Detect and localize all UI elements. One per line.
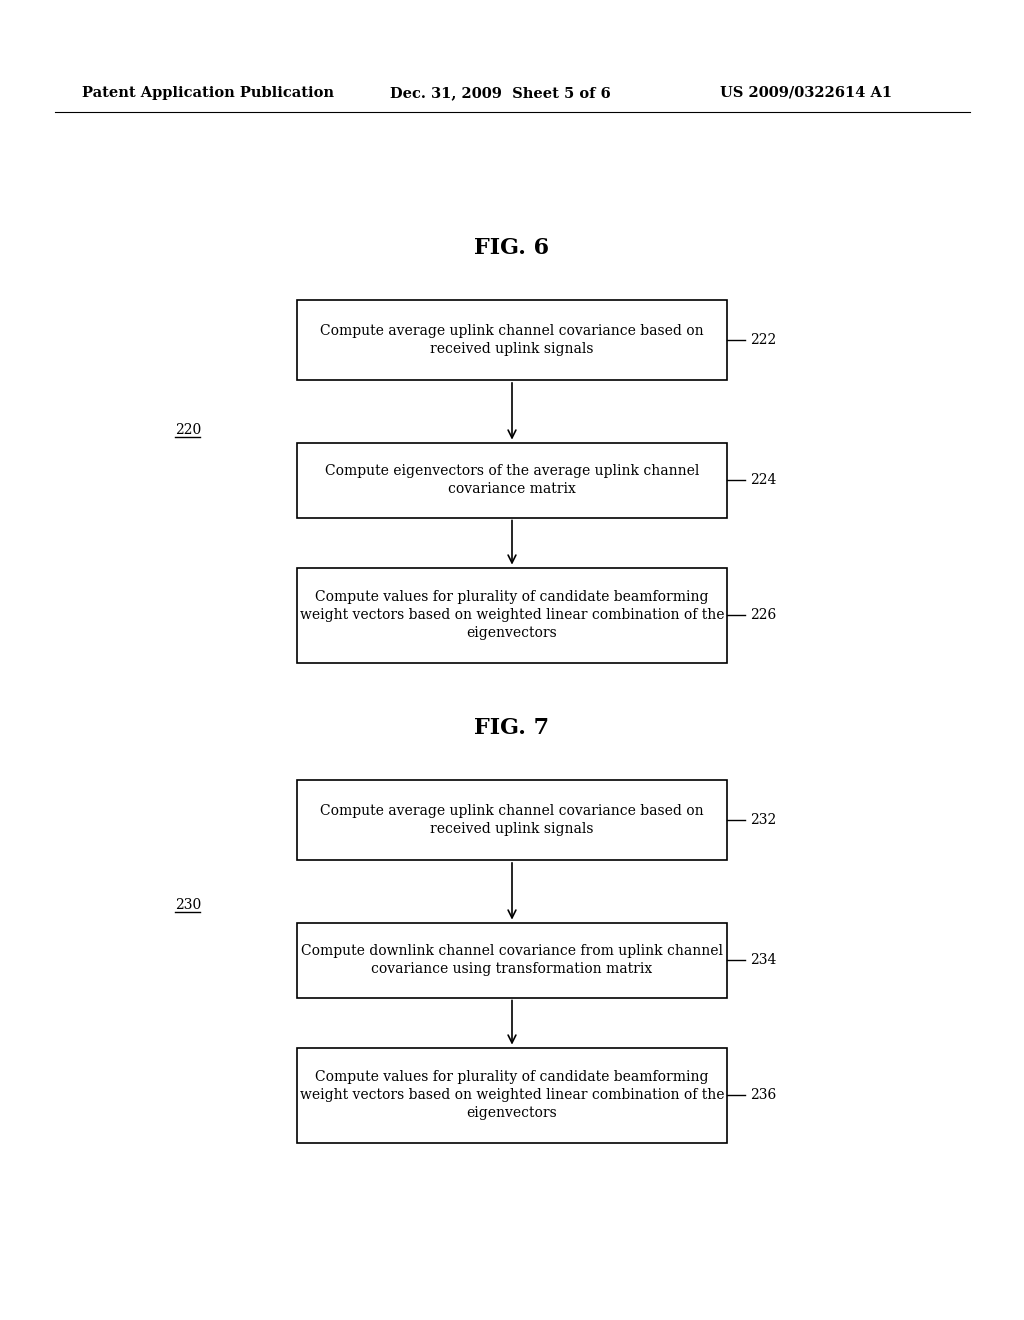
Text: 236: 236: [750, 1088, 776, 1102]
Text: 222: 222: [750, 333, 776, 347]
Text: Patent Application Publication: Patent Application Publication: [82, 86, 334, 100]
Bar: [297, 300, 727, 380]
Text: US 2009/0322614 A1: US 2009/0322614 A1: [720, 86, 892, 100]
Bar: [297, 568, 727, 663]
Text: 230: 230: [175, 898, 202, 912]
Text: 220: 220: [175, 422, 202, 437]
Bar: [297, 1048, 727, 1143]
Text: Compute values for plurality of candidate beamforming
weight vectors based on we: Compute values for plurality of candidat…: [300, 590, 724, 640]
Text: Compute eigenvectors of the average uplink channel
covariance matrix: Compute eigenvectors of the average upli…: [325, 463, 699, 496]
Text: FIG. 7: FIG. 7: [474, 717, 550, 739]
Text: Compute values for plurality of candidate beamforming
weight vectors based on we: Compute values for plurality of candidat…: [300, 1069, 724, 1121]
Text: 224: 224: [750, 473, 776, 487]
Text: 234: 234: [750, 953, 776, 968]
Bar: [297, 442, 727, 517]
Text: Dec. 31, 2009  Sheet 5 of 6: Dec. 31, 2009 Sheet 5 of 6: [390, 86, 610, 100]
Text: FIG. 6: FIG. 6: [474, 238, 550, 259]
Text: 226: 226: [750, 609, 776, 622]
Bar: [297, 780, 727, 861]
Bar: [297, 923, 727, 998]
Text: 232: 232: [750, 813, 776, 828]
Text: Compute average uplink channel covariance based on
received uplink signals: Compute average uplink channel covarianc…: [321, 323, 703, 356]
Text: Compute average uplink channel covariance based on
received uplink signals: Compute average uplink channel covarianc…: [321, 804, 703, 836]
Text: Compute downlink channel covariance from uplink channel
covariance using transfo: Compute downlink channel covariance from…: [301, 944, 723, 977]
